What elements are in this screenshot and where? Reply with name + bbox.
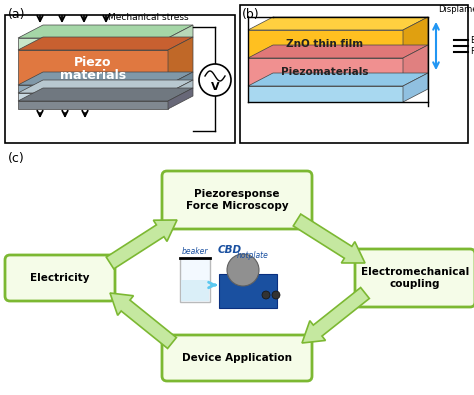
Polygon shape (18, 72, 193, 85)
Text: Mechanical stress: Mechanical stress (108, 13, 188, 21)
Text: Device Application: Device Application (182, 353, 292, 363)
Circle shape (227, 254, 259, 286)
Circle shape (262, 291, 270, 299)
Text: Piezoresponse
Force Microscopy: Piezoresponse Force Microscopy (186, 189, 288, 211)
Polygon shape (248, 58, 403, 86)
Polygon shape (18, 50, 168, 85)
Text: Displamet: Displamet (438, 5, 474, 14)
Polygon shape (18, 80, 193, 93)
Polygon shape (168, 25, 193, 50)
Text: beaker: beaker (182, 248, 208, 256)
Text: Electromechanical
coupling: Electromechanical coupling (361, 267, 469, 289)
Text: (a): (a) (8, 8, 26, 21)
Text: Electric
Field: Electric Field (470, 36, 474, 56)
Polygon shape (248, 30, 403, 58)
Text: V: V (210, 82, 219, 92)
Text: Piezomaterials: Piezomaterials (281, 67, 369, 77)
Polygon shape (18, 85, 168, 93)
Polygon shape (403, 73, 428, 102)
Polygon shape (403, 45, 428, 86)
Text: hotplate: hotplate (237, 250, 269, 260)
Text: (c): (c) (8, 152, 25, 165)
Polygon shape (168, 72, 193, 93)
Polygon shape (18, 101, 168, 109)
FancyBboxPatch shape (162, 335, 312, 381)
Text: Electricity: Electricity (30, 273, 90, 283)
Polygon shape (18, 88, 193, 101)
FancyBboxPatch shape (162, 171, 312, 229)
Polygon shape (18, 25, 193, 38)
Text: (b): (b) (242, 8, 260, 21)
Text: materials: materials (60, 69, 126, 82)
Polygon shape (106, 220, 177, 269)
Polygon shape (248, 45, 428, 58)
Text: ZnO thin film: ZnO thin film (286, 39, 364, 49)
Circle shape (199, 64, 231, 96)
Polygon shape (110, 293, 176, 348)
Polygon shape (180, 258, 210, 302)
Polygon shape (248, 17, 428, 30)
Polygon shape (293, 214, 365, 263)
Text: Piezo: Piezo (74, 56, 112, 69)
Text: CBD: CBD (218, 245, 242, 255)
Polygon shape (403, 17, 428, 58)
FancyBboxPatch shape (5, 255, 115, 301)
Polygon shape (168, 88, 193, 109)
FancyBboxPatch shape (355, 249, 474, 307)
Circle shape (272, 291, 280, 299)
Polygon shape (181, 280, 209, 301)
Polygon shape (302, 288, 369, 343)
Polygon shape (18, 38, 168, 50)
Polygon shape (248, 86, 403, 102)
Polygon shape (18, 37, 193, 50)
Polygon shape (168, 80, 193, 101)
FancyBboxPatch shape (219, 274, 277, 308)
Polygon shape (168, 37, 193, 85)
Polygon shape (18, 93, 168, 101)
Polygon shape (248, 73, 428, 86)
